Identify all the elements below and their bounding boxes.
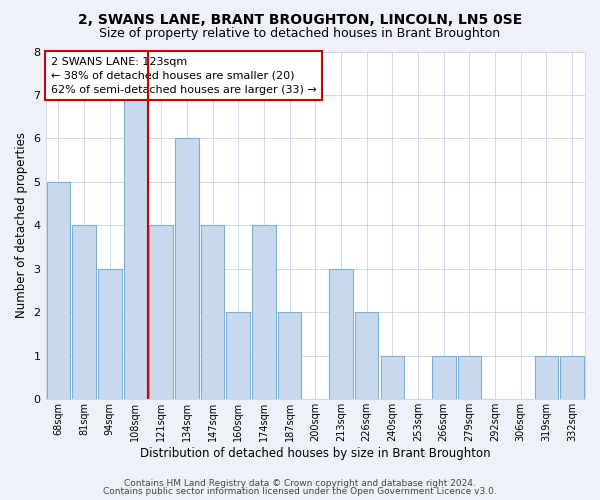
Bar [535, 356, 558, 400]
Bar [278, 312, 301, 400]
Bar [355, 312, 379, 400]
Bar [329, 269, 353, 400]
Bar [432, 356, 455, 400]
Bar [175, 138, 199, 400]
Text: Contains HM Land Registry data © Crown copyright and database right 2024.: Contains HM Land Registry data © Crown c… [124, 478, 476, 488]
Bar [149, 226, 173, 400]
Text: Size of property relative to detached houses in Brant Broughton: Size of property relative to detached ho… [100, 28, 500, 40]
Bar [458, 356, 481, 400]
Bar [252, 226, 276, 400]
Bar [72, 226, 96, 400]
Bar [47, 182, 70, 400]
Bar [98, 269, 122, 400]
X-axis label: Distribution of detached houses by size in Brant Broughton: Distribution of detached houses by size … [140, 447, 491, 460]
Bar [560, 356, 584, 400]
Bar [201, 226, 224, 400]
Text: Contains public sector information licensed under the Open Government Licence v3: Contains public sector information licen… [103, 487, 497, 496]
Bar [226, 312, 250, 400]
Bar [380, 356, 404, 400]
Bar [124, 95, 147, 400]
Text: 2, SWANS LANE, BRANT BROUGHTON, LINCOLN, LN5 0SE: 2, SWANS LANE, BRANT BROUGHTON, LINCOLN,… [78, 12, 522, 26]
Text: 2 SWANS LANE: 123sqm
← 38% of detached houses are smaller (20)
62% of semi-detac: 2 SWANS LANE: 123sqm ← 38% of detached h… [51, 56, 317, 94]
Y-axis label: Number of detached properties: Number of detached properties [15, 132, 28, 318]
